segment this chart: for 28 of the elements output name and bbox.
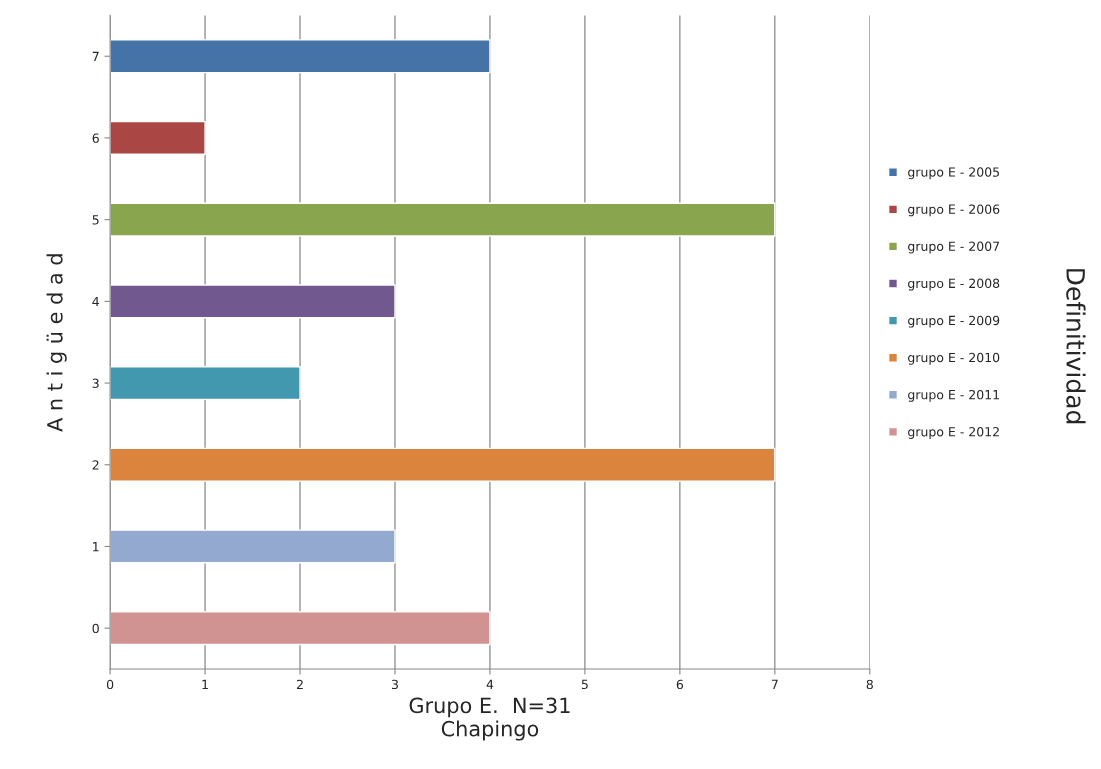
legend-label: grupo E - 2010 [908,352,1000,365]
y-tick-label: 2 [92,460,99,470]
x-axis-title: Grupo E. N=31 Chapingo [409,697,570,741]
x-tick-label: 0 [106,679,114,690]
x-tick-label: 8 [866,679,873,690]
y-tick-label: 4 [92,296,99,307]
y-tick-label: 1 [93,542,99,552]
y-tick-label: 6 [92,133,99,143]
x-tick-label: 1 [202,679,208,689]
y-axis-title: A n t i g ü e d a d [46,254,67,432]
legend-label: grupo E - 2005 [908,167,1000,180]
legend-label: grupo E - 2007 [908,241,1000,254]
legend-label: grupo E - 2006 [908,204,1000,217]
x-tick-label: 4 [486,679,494,689]
x-tick-label: 2 [296,679,303,689]
legend-label: grupo E - 2008 [908,278,1000,291]
x-tick-label: 6 [676,679,684,690]
y-tick-label: 0 [92,623,99,634]
x-tick-label: 7 [771,679,778,689]
y-tick-label: 5 [92,215,99,225]
y-tick-label: 3 [92,378,99,388]
x-tick-label: 5 [581,679,588,690]
text: Definitividad [1066,269,1086,424]
legend-label: grupo E - 2012 [908,427,999,439]
y-tick-label: 7 [92,51,99,61]
legend-label: grupo E - 2009 [908,315,1000,328]
legend-label: grupo E - 2011 [908,389,999,402]
x-tick-label: 3 [391,679,398,690]
